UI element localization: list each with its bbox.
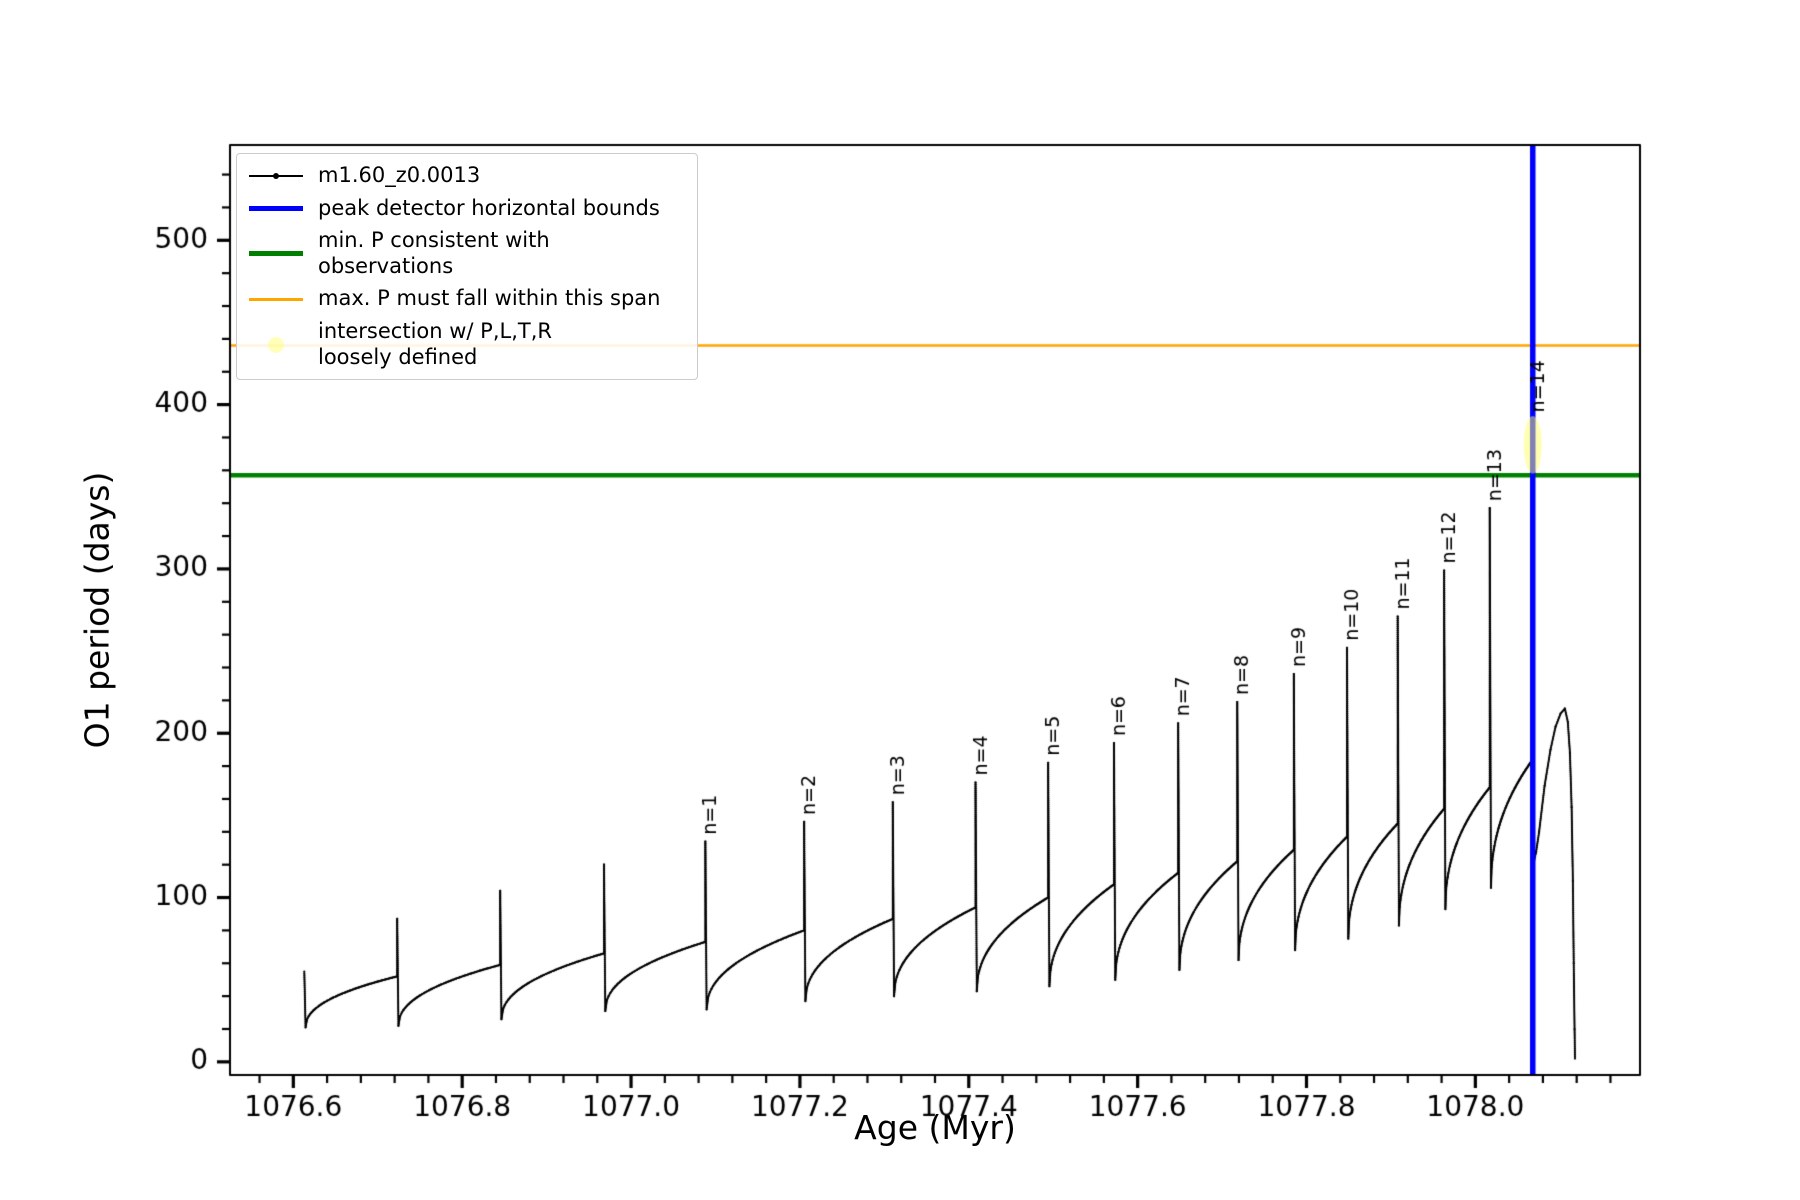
yellow-dot-icon bbox=[249, 334, 303, 356]
legend-label-min-p: min. P consistent with observations bbox=[318, 228, 550, 278]
legend-entry-max-p: max. P must fall within this span bbox=[249, 286, 685, 312]
legend-entry-intersection: intersection w/ P,L,T,R loosely defined bbox=[249, 319, 685, 370]
legend-entry-min-p: min. P consistent with observations bbox=[249, 228, 685, 279]
orange-line-icon bbox=[249, 288, 303, 310]
green-line-icon bbox=[249, 243, 303, 265]
legend-entry-peak-bounds: peak detector horizontal bounds bbox=[249, 196, 685, 222]
y-axis-label: O1 period (days) bbox=[77, 471, 117, 749]
legend-label-max-p: max. P must fall within this span bbox=[318, 286, 661, 311]
blue-line-icon bbox=[249, 197, 303, 219]
x-axis-label: Age (Myr) bbox=[854, 1108, 1016, 1147]
legend-entry-series: m1.60_z0.0013 bbox=[249, 163, 685, 189]
legend-label-peak-bounds: peak detector horizontal bounds bbox=[318, 195, 660, 220]
legend-label-series: m1.60_z0.0013 bbox=[318, 163, 481, 187]
legend: m1.60_z0.0013 peak detector horizontal b… bbox=[236, 153, 698, 381]
legend-label-intersection: intersection w/ P,L,T,R loosely defined bbox=[318, 319, 552, 369]
series-line-icon bbox=[249, 165, 303, 187]
